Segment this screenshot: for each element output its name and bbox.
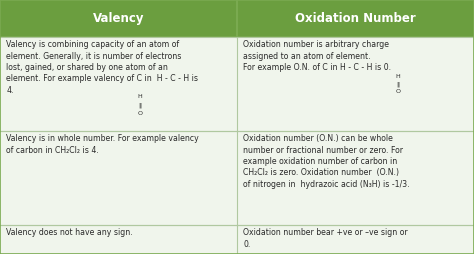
Bar	[0, 37, 474, 131]
Text: ‖: ‖	[138, 103, 141, 108]
Text: O: O	[396, 89, 401, 94]
Text: ‖: ‖	[397, 81, 400, 87]
Text: Oxidation number bear +ve or –ve sign or
0.: Oxidation number bear +ve or –ve sign or…	[243, 228, 408, 249]
Text: Valency is combining capacity of an atom of
element. Generally, it is number of : Valency is combining capacity of an atom…	[6, 40, 198, 95]
Bar	[0, 0, 237, 37]
Bar	[237, 0, 474, 37]
Text: Oxidation number (O.N.) can be whole
number or fractional number or zero. For
ex: Oxidation number (O.N.) can be whole num…	[243, 134, 410, 189]
Text: Oxidation Number: Oxidation Number	[295, 12, 416, 25]
Bar	[0, 131, 474, 225]
Text: Valency: Valency	[93, 12, 144, 25]
Bar	[0, 225, 474, 254]
Text: O: O	[137, 111, 142, 116]
Text: H: H	[396, 74, 401, 79]
Text: Valency is in whole number. For example valency
of carbon in CH₂Cl₂ is 4.: Valency is in whole number. For example …	[6, 134, 199, 155]
Text: Oxidation number is arbitrary charge
assigned to an atom of element.
For example: Oxidation number is arbitrary charge ass…	[243, 40, 392, 72]
Text: H: H	[137, 94, 142, 99]
Text: Valency does not have any sign.: Valency does not have any sign.	[6, 228, 133, 237]
